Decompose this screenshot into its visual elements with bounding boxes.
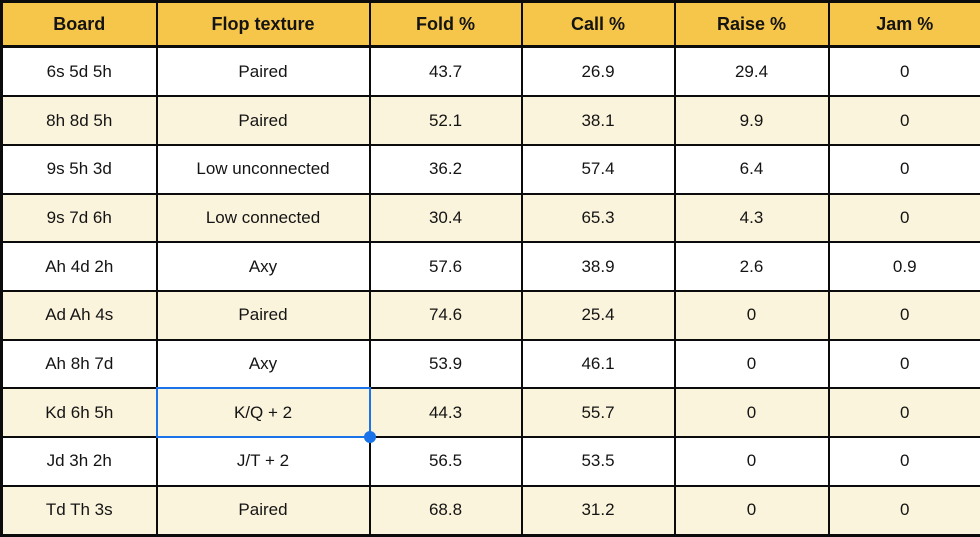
table-row: 9s 5h 3d Low unconnected 36.2 57.4 6.4 0: [0, 143, 980, 195]
cell-fold-pct[interactable]: 68.8: [368, 484, 523, 537]
cell-flop-texture[interactable]: Paired: [155, 95, 371, 146]
cell-raise-pct[interactable]: 9.9: [673, 95, 830, 146]
cell-board[interactable]: Td Th 3s: [0, 484, 158, 537]
table-row: Ah 4d 2h Axy 57.6 38.9 2.6 0.9: [0, 241, 980, 292]
cell-fold-pct[interactable]: 53.9: [368, 338, 523, 390]
cell-jam-pct[interactable]: 0: [827, 484, 980, 537]
cell-raise-pct[interactable]: 0: [673, 338, 830, 390]
cell-flop-texture[interactable]: Paired: [155, 289, 371, 341]
cell-board[interactable]: Ah 8h 7d: [0, 338, 158, 390]
cell-call-pct[interactable]: 38.9: [520, 241, 676, 292]
header-raise-pct[interactable]: Raise %: [673, 0, 830, 48]
cell-call-pct[interactable]: 65.3: [520, 192, 676, 244]
cell-call-pct[interactable]: 53.5: [520, 435, 676, 487]
cell-jam-pct[interactable]: 0: [827, 192, 980, 244]
cell-fold-pct[interactable]: 74.6: [368, 289, 523, 341]
cell-raise-pct[interactable]: 0: [673, 484, 830, 537]
cell-raise-pct[interactable]: 6.4: [673, 143, 830, 195]
header-jam-pct[interactable]: Jam %: [827, 0, 980, 48]
selection-outline: [155, 387, 371, 438]
cell-flop-texture[interactable]: Axy: [155, 241, 371, 292]
cell-fold-pct[interactable]: 43.7: [368, 45, 523, 98]
cell-board[interactable]: 9s 5h 3d: [0, 143, 158, 195]
table-row: Jd 3h 2h J/T + 2 56.5 53.5 0 0: [0, 435, 980, 487]
cell-jam-pct[interactable]: 0: [827, 143, 980, 195]
cell-raise-pct[interactable]: 2.6: [673, 241, 830, 292]
table-row: Ah 8h 7d Axy 53.9 46.1 0 0: [0, 338, 980, 390]
cell-board[interactable]: Jd 3h 2h: [0, 435, 158, 487]
cell-call-pct[interactable]: 25.4: [520, 289, 676, 341]
selection-fill-handle[interactable]: [363, 430, 376, 443]
table-row: 9s 7d 6h Low connected 30.4 65.3 4.3 0: [0, 192, 980, 244]
cell-raise-pct[interactable]: 0: [673, 289, 830, 341]
cell-raise-pct[interactable]: 0: [673, 435, 830, 487]
header-call-pct[interactable]: Call %: [520, 0, 676, 48]
cell-jam-pct[interactable]: 0: [827, 45, 980, 98]
cell-flop-texture[interactable]: J/T + 2: [155, 435, 371, 487]
cell-flop-texture[interactable]: Low connected: [155, 192, 371, 244]
header-row: Board Flop texture Fold % Call % Raise %…: [0, 0, 980, 48]
table-row: Kd 6h 5h K/Q + 2 44.3 55.7 0 0: [0, 387, 980, 443]
cell-jam-pct[interactable]: 0: [827, 95, 980, 146]
cell-fold-pct[interactable]: 52.1: [368, 95, 523, 146]
cell-fold-pct[interactable]: 56.5: [368, 435, 523, 487]
cell-jam-pct[interactable]: 0: [827, 289, 980, 341]
header-fold-pct[interactable]: Fold %: [368, 0, 523, 48]
cell-board[interactable]: 6s 5d 5h: [0, 45, 158, 98]
selected-cell[interactable]: K/Q + 2: [155, 387, 376, 443]
cell-flop-texture[interactable]: Paired: [155, 484, 371, 537]
cell-raise-pct[interactable]: 4.3: [673, 192, 830, 244]
table-row: 6s 5d 5h Paired 43.7 26.9 29.4 0: [0, 45, 980, 98]
cell-board[interactable]: Ah 4d 2h: [0, 241, 158, 292]
cell-board[interactable]: 8h 8d 5h: [0, 95, 158, 146]
cell-call-pct[interactable]: 38.1: [520, 95, 676, 146]
cell-fold-pct[interactable]: 30.4: [368, 192, 523, 244]
cell-call-pct[interactable]: 57.4: [520, 143, 676, 195]
cell-flop-texture[interactable]: Paired: [155, 45, 371, 98]
cell-jam-pct[interactable]: 0.9: [827, 241, 980, 292]
cell-fold-pct[interactable]: 44.3: [368, 387, 523, 438]
cell-fold-pct[interactable]: 36.2: [368, 143, 523, 195]
cell-call-pct[interactable]: 31.2: [520, 484, 676, 537]
header-flop-texture[interactable]: Flop texture: [155, 0, 371, 48]
header-board[interactable]: Board: [0, 0, 158, 48]
cell-call-pct[interactable]: 55.7: [520, 387, 676, 438]
cell-raise-pct[interactable]: 29.4: [673, 45, 830, 98]
table-row: Td Th 3s Paired 68.8 31.2 0 0: [0, 484, 980, 537]
cell-board[interactable]: Ad Ah 4s: [0, 289, 158, 341]
cell-board[interactable]: Kd 6h 5h: [0, 387, 158, 438]
cell-call-pct[interactable]: 26.9: [520, 45, 676, 98]
table-row: 8h 8d 5h Paired 52.1 38.1 9.9 0: [0, 95, 980, 146]
cell-fold-pct[interactable]: 57.6: [368, 241, 523, 292]
cell-board[interactable]: 9s 7d 6h: [0, 192, 158, 244]
cell-raise-pct[interactable]: 0: [673, 387, 830, 438]
cell-flop-texture[interactable]: Axy: [155, 338, 371, 390]
cell-jam-pct[interactable]: 0: [827, 387, 980, 438]
cell-jam-pct[interactable]: 0: [827, 435, 980, 487]
cell-flop-texture[interactable]: Low unconnected: [155, 143, 371, 195]
table-row: Ad Ah 4s Paired 74.6 25.4 0 0: [0, 289, 980, 341]
cell-jam-pct[interactable]: 0: [827, 338, 980, 390]
cell-call-pct[interactable]: 46.1: [520, 338, 676, 390]
